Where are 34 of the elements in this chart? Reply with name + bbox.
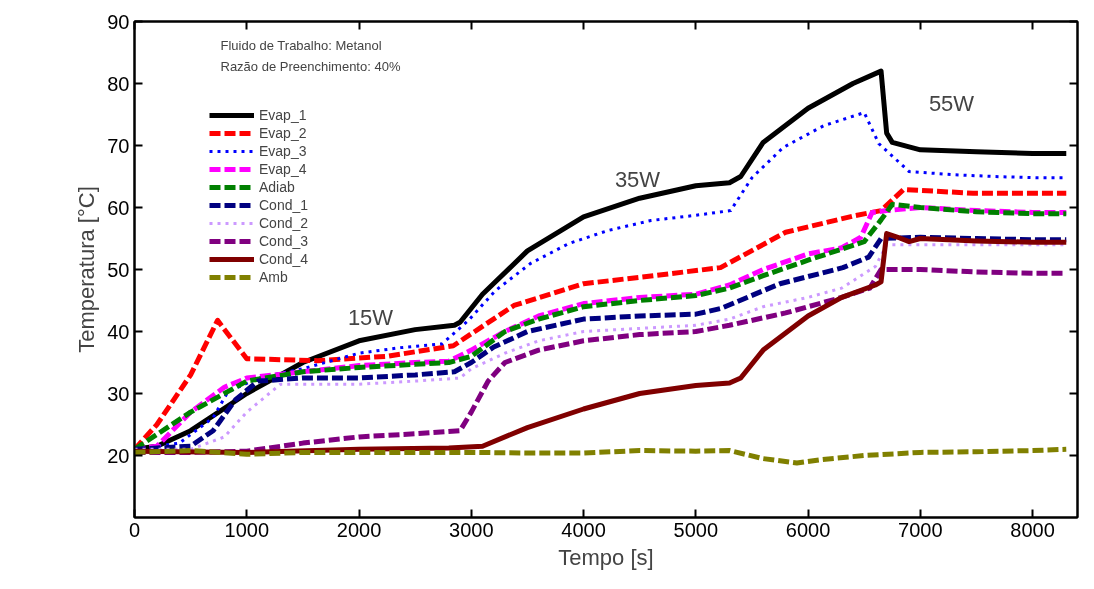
legend-label: Evap_2 [259, 125, 307, 141]
y-tick-label: 60 [107, 196, 130, 219]
y-tick-label: 40 [107, 320, 130, 343]
x-tick-label: 3000 [449, 518, 494, 541]
annotation: 35W [614, 167, 661, 192]
annotation: 15W [347, 305, 394, 330]
legend-label: Evap_1 [259, 107, 307, 123]
y-tick-label: 80 [107, 72, 130, 95]
legend-label: Evap_3 [259, 143, 307, 159]
y-tick-label: 50 [107, 258, 130, 281]
y-tick-label: 20 [107, 444, 130, 467]
x-tick-label: 1000 [224, 518, 270, 541]
y-axis-title: Temperatura [°C] [74, 186, 100, 353]
legend-label: Evap_4 [259, 161, 307, 177]
legend-label: Cond_1 [259, 197, 309, 213]
y-tick-label: 90 [107, 10, 130, 33]
legend-label: Adiab [259, 179, 295, 195]
x-tick-label: 6000 [785, 518, 831, 541]
x-tick-label: 8000 [1010, 518, 1055, 541]
y-tick-label: 30 [107, 382, 130, 405]
x-tick-label: 5000 [673, 518, 719, 541]
x-tick-label: 2000 [336, 518, 382, 541]
annotation: 55W [928, 91, 975, 116]
legend-label: Cond_3 [259, 233, 309, 249]
annotation: Razão de Preenchimento: 40% [220, 59, 401, 74]
y-tick-label: 70 [107, 134, 130, 157]
annotation: Fluido de Trabalho: Metanol [220, 38, 382, 53]
x-tick-label: 4000 [561, 518, 606, 541]
legend-label: Amb [259, 269, 288, 285]
x-tick-label: 7000 [898, 518, 943, 541]
x-axis-title: Tempo [s] [558, 544, 654, 570]
legend-label: Cond_2 [259, 215, 309, 231]
x-tick-label: 0 [128, 518, 141, 541]
legend-label: Cond_4 [259, 251, 309, 267]
